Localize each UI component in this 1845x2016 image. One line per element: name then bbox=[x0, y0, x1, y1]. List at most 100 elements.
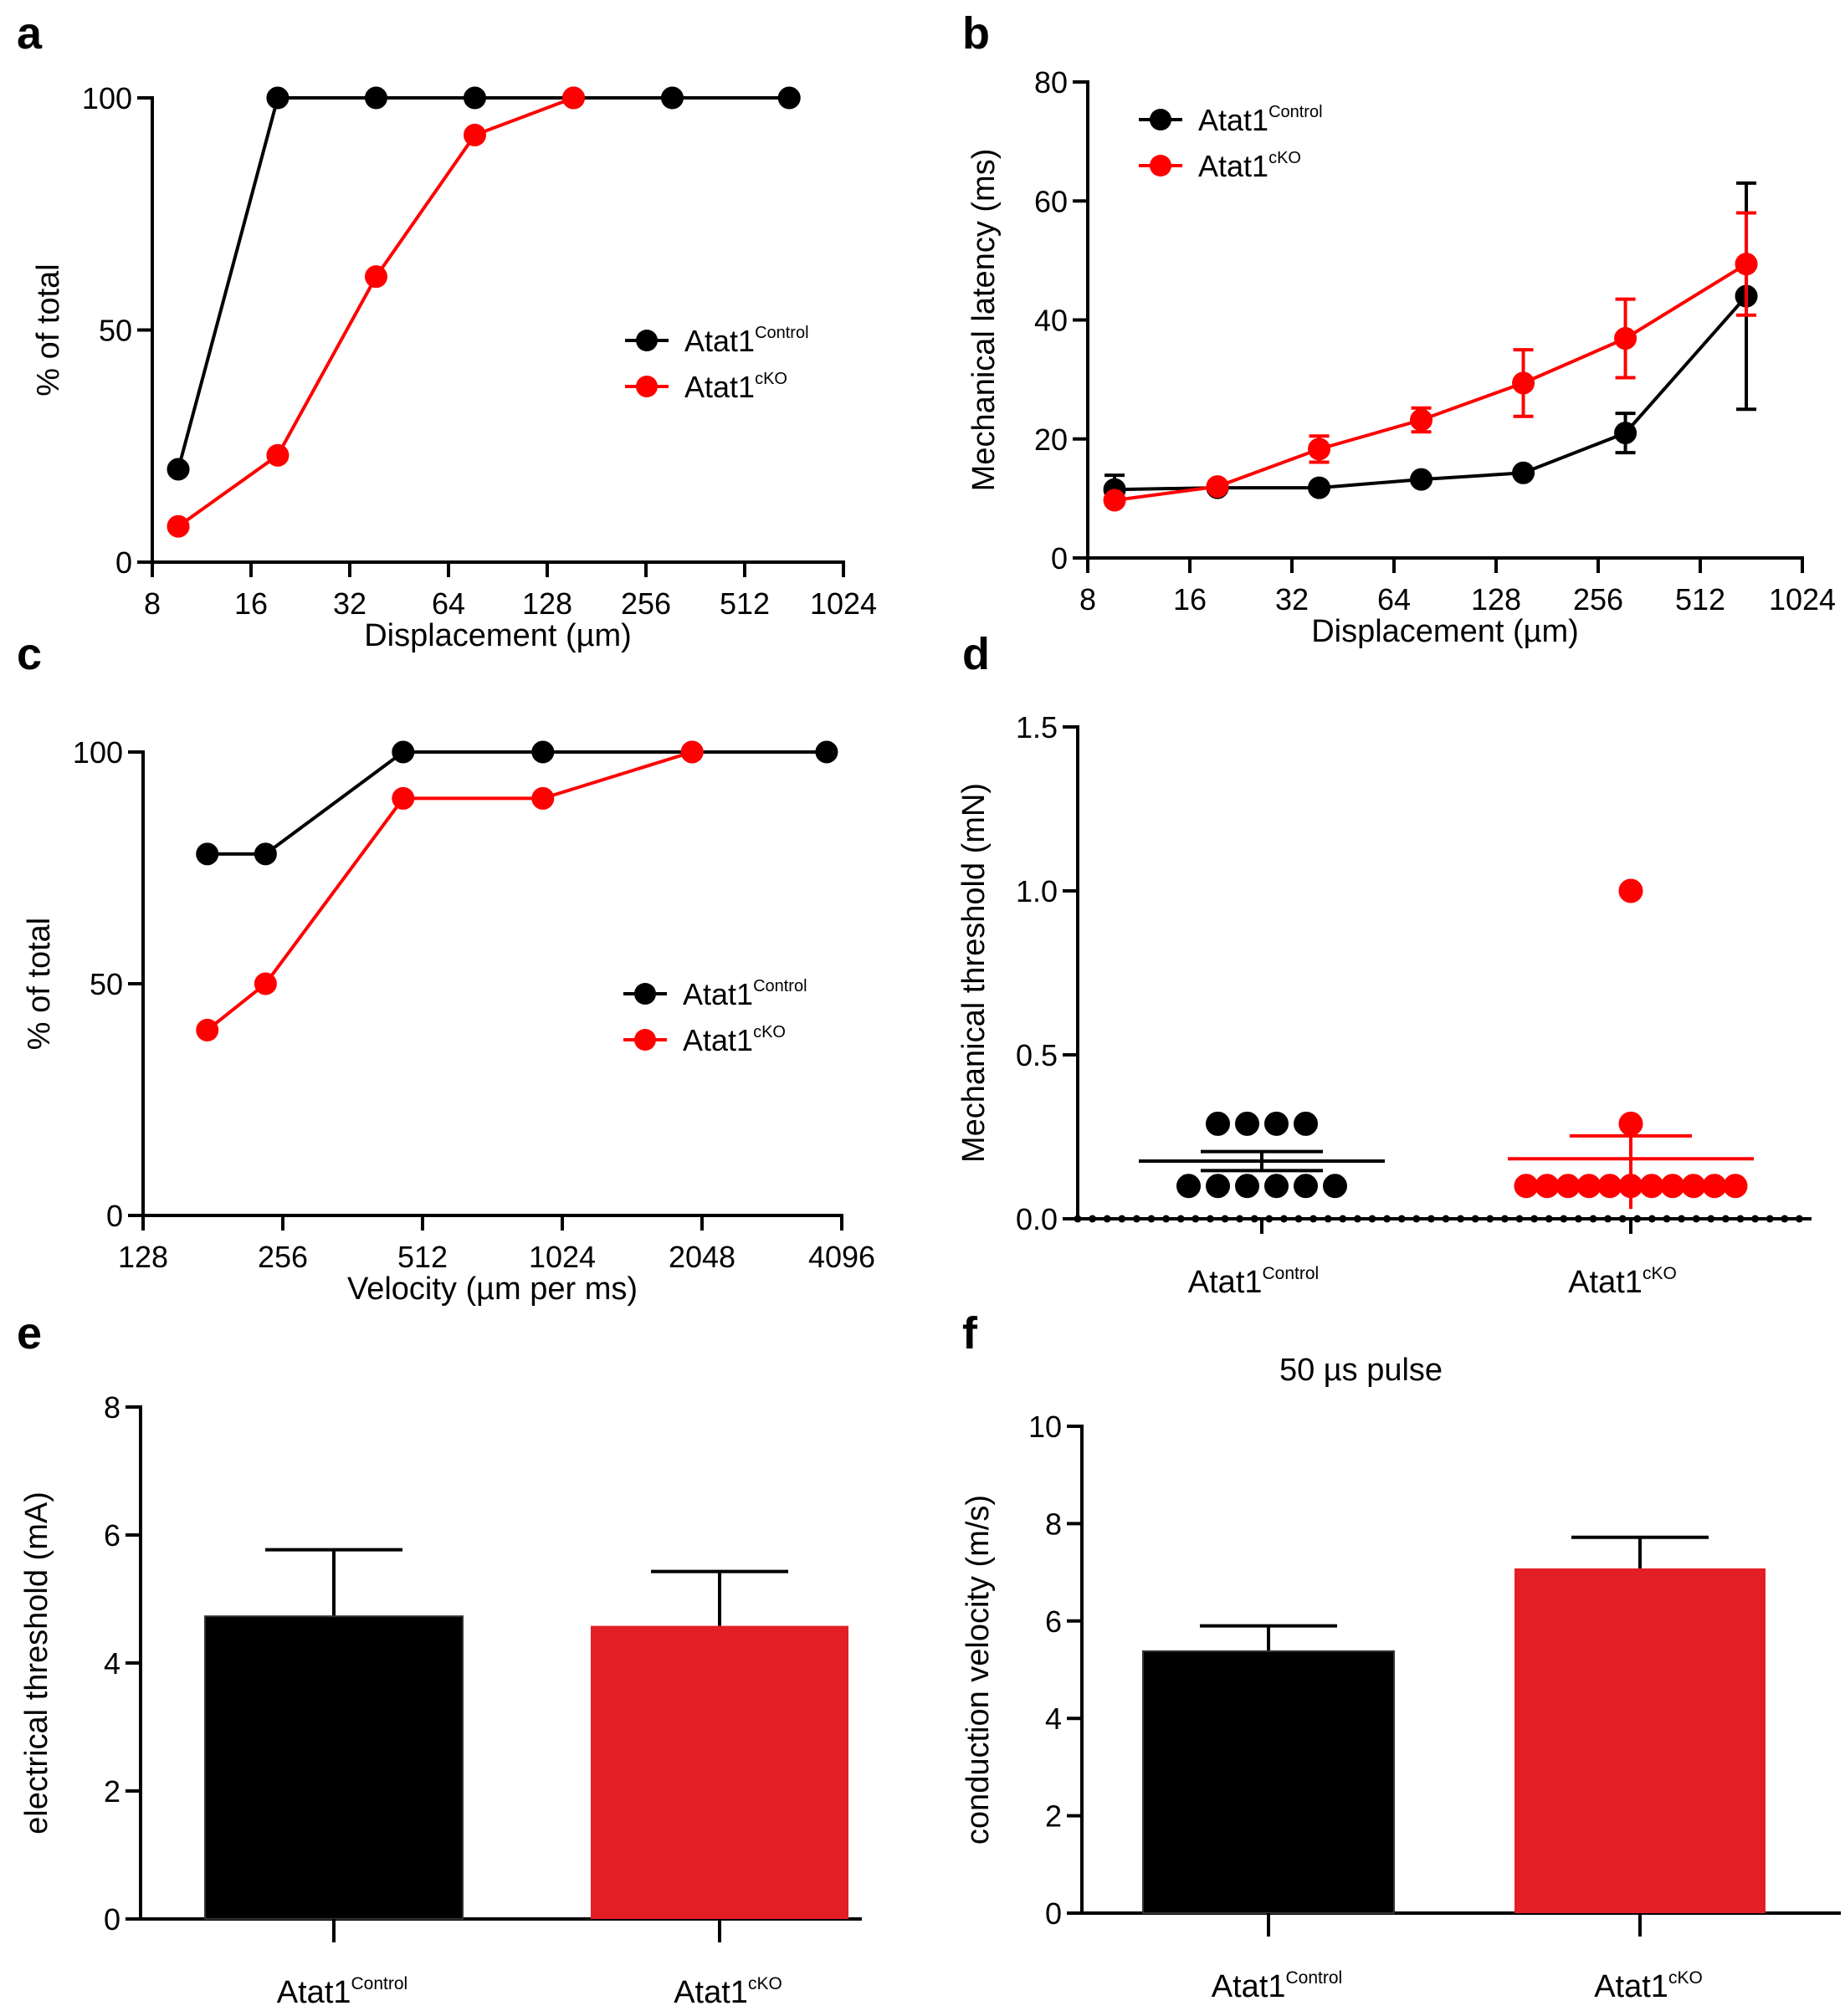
label-superscript: Control bbox=[351, 1974, 408, 1993]
x-category-label: Atat1Control bbox=[277, 1974, 407, 2010]
data-point-cko bbox=[463, 123, 486, 146]
legend-item-cko: Atat1cKO bbox=[623, 1023, 786, 1057]
series-line-control bbox=[1115, 294, 1748, 492]
x-axis-dot bbox=[1176, 1215, 1185, 1223]
label-base: Atat1 bbox=[684, 370, 755, 404]
label-base: Atat1 bbox=[1594, 1969, 1668, 2004]
x-tick-label: 16 bbox=[1173, 582, 1207, 617]
data-point-control bbox=[1206, 1174, 1230, 1199]
x-axis-dot bbox=[1118, 1215, 1126, 1223]
data-point-cko bbox=[1103, 489, 1126, 512]
label-base: Atat1 bbox=[277, 1975, 351, 2010]
y-axis-title: % of total bbox=[22, 918, 57, 1050]
data-point-control bbox=[660, 86, 684, 110]
y-tick-label: 0.5 bbox=[1016, 1038, 1058, 1072]
data-point-control bbox=[1264, 1111, 1289, 1136]
x-axis-dot bbox=[1471, 1215, 1479, 1223]
data-point-control bbox=[254, 842, 277, 866]
data-point-cko bbox=[1576, 1174, 1602, 1199]
x-axis-dot bbox=[1795, 1215, 1803, 1223]
data-point-cko bbox=[1597, 1174, 1622, 1199]
panel-a: a 0 50 100 % of total 8 16 32 64 128 256 512 1024 Dis… bbox=[17, 8, 877, 653]
x-axis-dot bbox=[1427, 1215, 1435, 1223]
x-tick-label: 1024 bbox=[529, 1240, 596, 1274]
panel-letter: b bbox=[962, 8, 990, 59]
data-point-cko bbox=[1535, 1174, 1560, 1199]
data-point-control bbox=[463, 86, 486, 110]
label-superscript: cKO bbox=[1668, 1968, 1703, 1988]
data-point-cko bbox=[167, 514, 190, 538]
data-point-cko bbox=[1702, 1174, 1727, 1199]
data-point-cko bbox=[1618, 878, 1643, 903]
x-axis-dot bbox=[1574, 1215, 1582, 1223]
x-axis-dot bbox=[1206, 1215, 1214, 1223]
x-axis-dot bbox=[1309, 1215, 1318, 1223]
panel-letter: e bbox=[17, 1308, 42, 1358]
data-point-cko bbox=[254, 972, 277, 995]
x-tick-label: 1024 bbox=[810, 586, 877, 621]
y-axis-title: Mechanical latency (ms) bbox=[966, 149, 1002, 492]
y-axis-title: electrical threshold (mA) bbox=[19, 1492, 54, 1834]
legend-marker bbox=[634, 983, 656, 1005]
x-tick-label: 64 bbox=[432, 586, 465, 621]
label-superscript: Control bbox=[755, 324, 808, 342]
x-axis-dot bbox=[1397, 1215, 1406, 1223]
y-axis-title: conduction velocity (m/s) bbox=[961, 1495, 996, 1845]
y-tick-label: 2 bbox=[104, 1774, 120, 1809]
y-tick-label: 8 bbox=[104, 1390, 120, 1425]
y-tick-label: 1.0 bbox=[1016, 874, 1058, 908]
y-tick-label: 0 bbox=[106, 1199, 123, 1233]
y-tick-label: 8 bbox=[1045, 1507, 1062, 1541]
y-tick-label: 40 bbox=[1034, 304, 1068, 338]
data-point-control bbox=[364, 86, 387, 110]
legend-marker bbox=[636, 330, 658, 351]
legend-item-control: Atat1Control bbox=[623, 977, 807, 1011]
x-category-label: Atat1cKO bbox=[674, 1974, 782, 2010]
x-axis-dot bbox=[1074, 1215, 1082, 1223]
x-tick-label: 128 bbox=[118, 1240, 168, 1274]
y-tick-label: 80 bbox=[1034, 65, 1068, 100]
x-axis-dot bbox=[1633, 1215, 1642, 1223]
data-point-control bbox=[1614, 422, 1637, 445]
x-axis-dot bbox=[1132, 1215, 1140, 1223]
series-line-control bbox=[177, 96, 790, 470]
x-axis-title: Displacement (µm) bbox=[364, 618, 632, 653]
legend-item-cko: Atat1cKO bbox=[625, 370, 787, 404]
data-point-control bbox=[1264, 1174, 1289, 1199]
data-point-control bbox=[266, 86, 290, 110]
y-tick-label: 6 bbox=[1045, 1604, 1062, 1639]
x-tick-label: 128 bbox=[522, 586, 572, 621]
y-tick-label: 100 bbox=[82, 81, 132, 115]
y-tick-label: 0 bbox=[115, 545, 132, 580]
x-axis-dot bbox=[1663, 1215, 1671, 1223]
data-point-control bbox=[1176, 1174, 1201, 1199]
data-point-control bbox=[1294, 1111, 1318, 1136]
label-superscript: cKO bbox=[1643, 1264, 1677, 1283]
legend-marker bbox=[1150, 109, 1171, 130]
panel-f: f 0 2 4 6 8 10 conduction velocity (m/s) 50 µs p… bbox=[961, 1308, 1841, 2004]
x-axis-dot bbox=[1500, 1215, 1509, 1223]
y-tick-label: 0 bbox=[1051, 541, 1068, 576]
x-tick-label: 256 bbox=[1573, 582, 1623, 617]
y-tick-label: 0 bbox=[1045, 1896, 1062, 1931]
data-point-cko bbox=[1681, 1174, 1706, 1199]
data-point-cko bbox=[531, 786, 555, 810]
series-line-cko bbox=[1114, 262, 1748, 502]
data-point-control bbox=[1308, 476, 1331, 499]
x-category-label: Atat1cKO bbox=[1594, 1968, 1703, 2004]
x-category-label: Atat1Control bbox=[1188, 1264, 1319, 1300]
series-line-control bbox=[207, 750, 827, 856]
x-tick-label: 16 bbox=[234, 586, 268, 621]
data-point-control bbox=[1294, 1174, 1318, 1199]
y-tick-label: 0 bbox=[104, 1902, 120, 1937]
x-axis-dot bbox=[1736, 1215, 1745, 1223]
x-axis-dot bbox=[1089, 1215, 1097, 1223]
x-axis-dot bbox=[1236, 1215, 1244, 1223]
bar-cko_bar bbox=[1514, 1568, 1766, 1913]
x-tick-label: 256 bbox=[621, 586, 671, 621]
y-tick-label: 20 bbox=[1034, 422, 1068, 457]
x-axis-dot bbox=[1383, 1215, 1391, 1223]
data-point-cko bbox=[1410, 408, 1433, 432]
